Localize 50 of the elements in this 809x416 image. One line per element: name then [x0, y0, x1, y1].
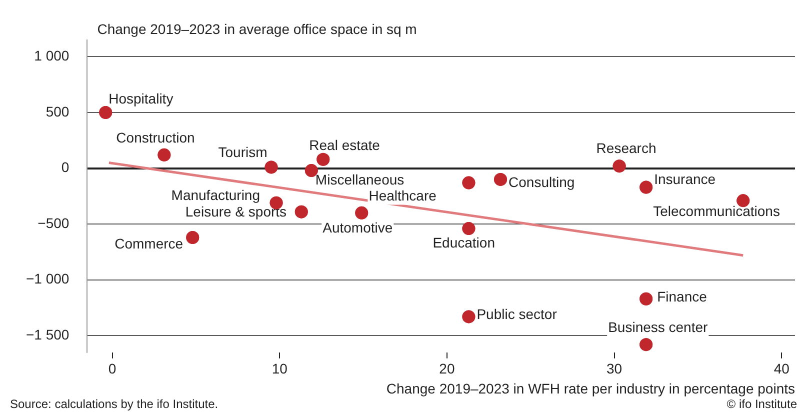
- source-note: Source: calculations by the ifo Institute.: [10, 397, 218, 411]
- annotation: Research: [596, 140, 656, 156]
- point: [99, 106, 112, 120]
- point: [462, 310, 476, 324]
- x-tick-label: 20: [439, 360, 455, 377]
- annotation: Miscellaneous: [315, 171, 404, 188]
- annotation: Hospitality: [108, 90, 174, 106]
- annotation: Consulting: [508, 174, 575, 190]
- y-tick-label: 1 000: [34, 48, 70, 64]
- point: [316, 152, 330, 166]
- point: [158, 148, 171, 162]
- point: [494, 172, 508, 186]
- annotation: Telecommunications: [653, 202, 780, 219]
- point: [186, 230, 200, 244]
- y-tick-label: 500: [46, 103, 70, 120]
- point: [640, 292, 653, 306]
- y-tick-label: −500: [38, 214, 70, 231]
- x-tick-label: 40: [774, 360, 790, 377]
- annotation: Manufacturing: [171, 186, 260, 203]
- x-axis-title: Change 2019–2023 in WFH rate per industry in percentage points: [386, 380, 795, 396]
- y-axis-title: Change 2019–2023 in average office space in sq m: [97, 20, 417, 37]
- point: [304, 164, 318, 178]
- text: © ifo Institute: [726, 397, 798, 411]
- point: [462, 176, 476, 190]
- y-tick-label: −1 000: [26, 270, 70, 287]
- x-tick-label: 30: [606, 360, 622, 377]
- annotation: Construction: [116, 129, 195, 146]
- annotation: Leisure & sports: [185, 204, 287, 220]
- annotation: Public sector: [476, 306, 558, 322]
- y-tick-label: −1 500: [26, 326, 70, 343]
- point: [640, 338, 653, 352]
- point: [462, 222, 476, 236]
- point: [640, 180, 653, 194]
- point: [355, 206, 368, 220]
- annotation: Tourism: [218, 144, 268, 160]
- annotation: Automotive: [322, 219, 393, 236]
- point: [294, 205, 308, 218]
- annotation: Education: [432, 234, 495, 250]
- annotation: Healthcare: [368, 188, 437, 204]
- annotation: Real estate: [309, 137, 380, 154]
- annotation: Finance: [657, 288, 708, 305]
- y-tick-label: 0: [61, 159, 70, 176]
- annotation: Commerce: [114, 235, 184, 252]
- point: [264, 160, 278, 174]
- x-tick-label: 0: [108, 360, 116, 377]
- point: [612, 160, 626, 173]
- point: [270, 196, 283, 210]
- x-tick-label: 10: [272, 360, 288, 377]
- annotation: Business center: [608, 318, 708, 335]
- annotation: Insurance: [654, 171, 716, 188]
